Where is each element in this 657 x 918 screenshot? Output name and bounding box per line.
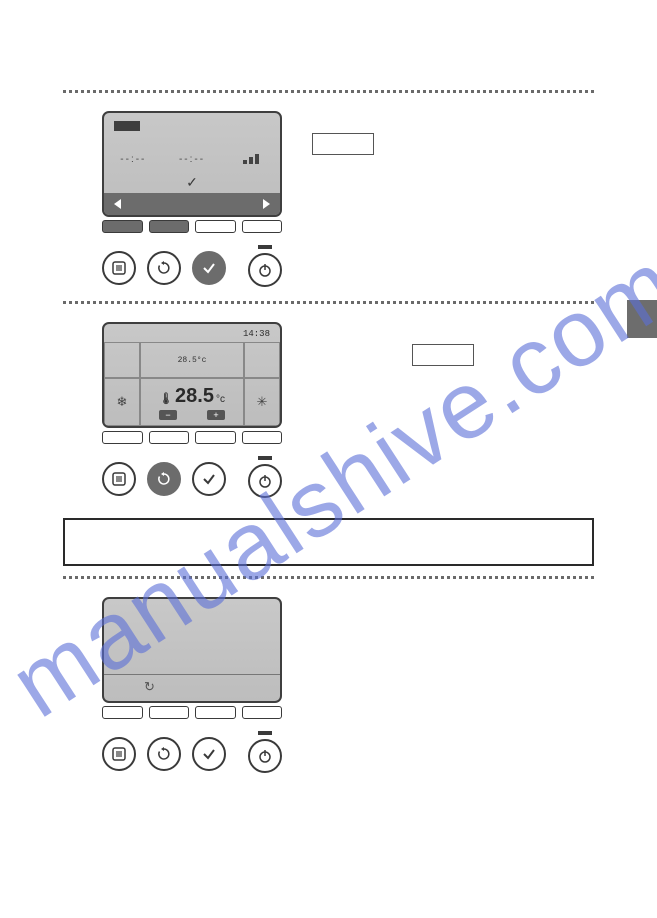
control-panel-1: --:-- --:-- ✓ <box>102 111 282 287</box>
time-dash-1: --:-- <box>120 154 146 165</box>
softkey-row <box>102 706 282 719</box>
plus-button[interactable]: + <box>207 410 225 420</box>
softkey-3[interactable] <box>195 220 236 233</box>
softkey-1[interactable] <box>102 220 143 233</box>
menu-button[interactable] <box>102 462 136 496</box>
confirm-button[interactable] <box>192 251 226 285</box>
indicator-bar <box>114 121 140 131</box>
reference-label <box>412 344 474 366</box>
power-indicator <box>258 731 272 735</box>
power-indicator <box>258 456 272 460</box>
section-3: ↻ <box>0 579 657 787</box>
display-screen: ↻ <box>102 597 282 703</box>
minus-button[interactable]: − <box>159 410 177 420</box>
refresh-button[interactable] <box>147 737 181 771</box>
power-button[interactable] <box>248 253 282 287</box>
time-dash-2: --:-- <box>179 154 205 165</box>
menu-button[interactable] <box>102 251 136 285</box>
reference-label <box>312 133 374 155</box>
confirm-button[interactable] <box>192 462 226 496</box>
softkey-2[interactable] <box>149 431 190 444</box>
softkey-3[interactable] <box>195 706 236 719</box>
softkey-1[interactable] <box>102 706 143 719</box>
nav-footer <box>104 193 280 215</box>
set-temp-unit: °c <box>216 394 225 405</box>
control-panel-3: ↻ <box>102 597 282 773</box>
softkey-row <box>102 220 282 233</box>
softkey-4[interactable] <box>242 220 283 233</box>
softkey-2[interactable] <box>149 220 190 233</box>
softkey-4[interactable] <box>242 706 283 719</box>
divider-line <box>104 674 280 675</box>
arrow-right-icon <box>263 199 270 209</box>
menu-button[interactable] <box>102 737 136 771</box>
mode-icon: ❄ <box>117 394 128 410</box>
power-indicator <box>258 245 272 249</box>
check-icon: ✓ <box>186 174 198 191</box>
fan-icon: ✳ <box>257 394 268 410</box>
softkey-3[interactable] <box>195 431 236 444</box>
power-button[interactable] <box>248 739 282 773</box>
section-2: 14:38 28.5°c ❄ 🌡 28.5 °c − + <box>0 304 657 512</box>
section-1: --:-- --:-- ✓ <box>0 93 657 301</box>
softkey-2[interactable] <box>149 706 190 719</box>
refresh-button[interactable] <box>147 462 181 496</box>
arrow-left-icon <box>114 199 121 209</box>
softkey-1[interactable] <box>102 431 143 444</box>
thermo-icon: 🌡 <box>159 392 173 405</box>
softkey-row <box>102 431 282 444</box>
clock-text: 14:38 <box>243 329 270 339</box>
signal-icon <box>243 154 259 164</box>
room-temp: 28.5°c <box>178 356 207 365</box>
refresh-button[interactable] <box>147 251 181 285</box>
display-screen: 14:38 28.5°c ❄ 🌡 28.5 °c − + <box>102 322 282 428</box>
confirm-button[interactable] <box>192 737 226 771</box>
refresh-icon: ↻ <box>144 679 155 695</box>
softkey-4[interactable] <box>242 431 283 444</box>
display-screen: --:-- --:-- ✓ <box>102 111 282 217</box>
note-box <box>63 518 594 566</box>
set-temp-value: 28.5 <box>175 385 214 408</box>
control-panel-2: 14:38 28.5°c ❄ 🌡 28.5 °c − + <box>102 322 282 498</box>
power-button[interactable] <box>248 464 282 498</box>
